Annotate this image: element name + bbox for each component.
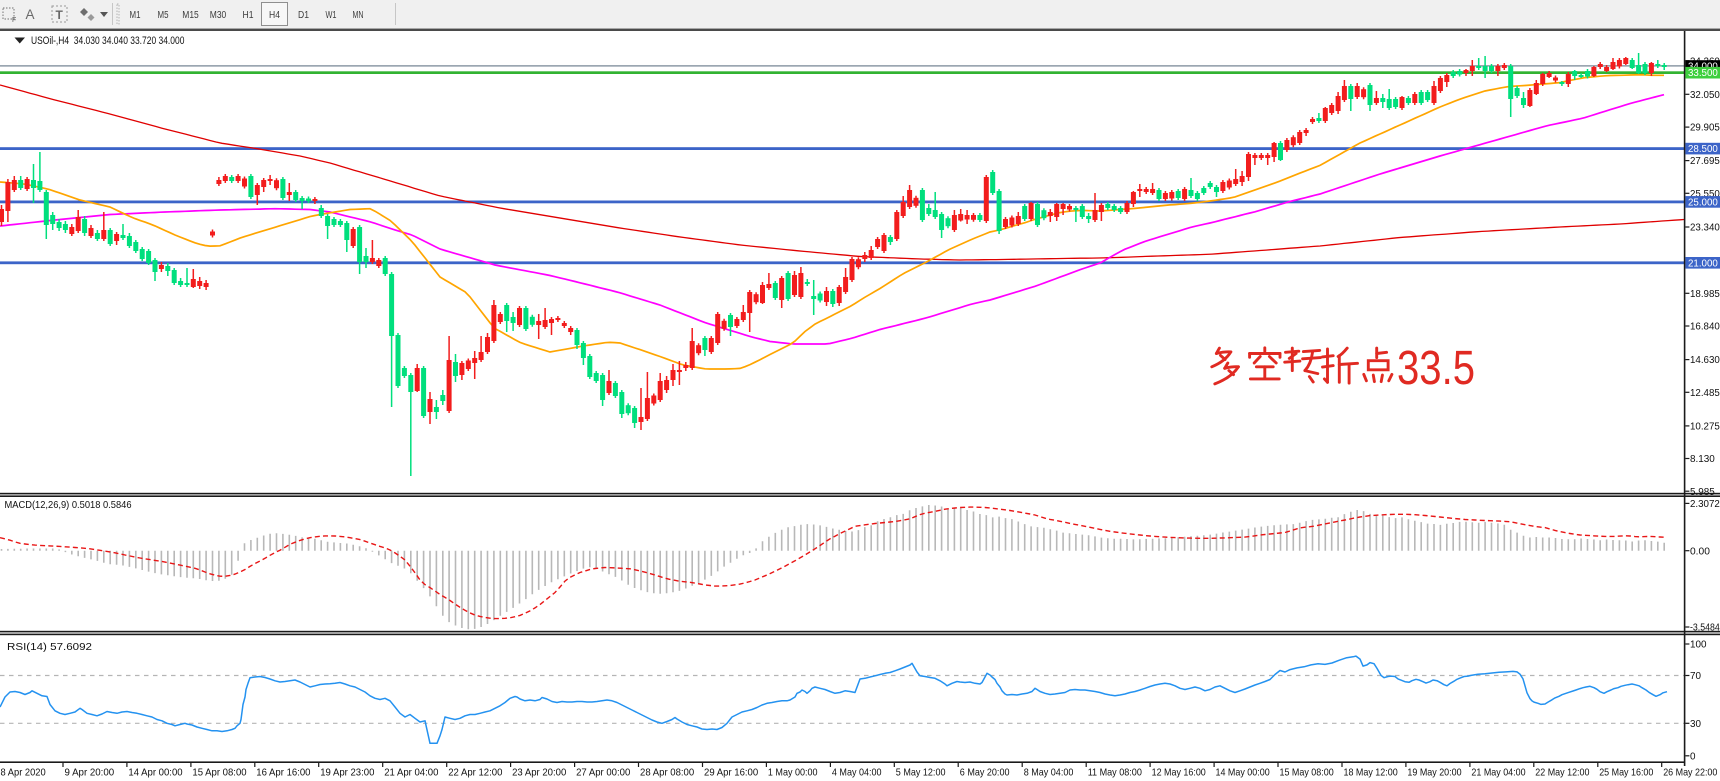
- svg-text:19 May 20:00: 19 May 20:00: [1407, 766, 1461, 778]
- svg-text:6 May 20:00: 6 May 20:00: [960, 766, 1010, 778]
- svg-text:8.130: 8.130: [1690, 454, 1715, 465]
- svg-text:14 May 00:00: 14 May 00:00: [1216, 766, 1270, 778]
- svg-text:21 Apr 04:00: 21 Apr 04:00: [384, 766, 438, 778]
- svg-text:18 May 12:00: 18 May 12:00: [1344, 766, 1398, 778]
- svg-text:M1: M1: [130, 10, 141, 21]
- svg-text:9 Apr 20:00: 9 Apr 20:00: [65, 766, 115, 778]
- svg-text:27.695: 27.695: [1690, 156, 1720, 167]
- svg-text:25.000: 25.000: [1688, 198, 1718, 209]
- svg-text:25.550: 25.550: [1690, 189, 1720, 200]
- svg-text:2.3072: 2.3072: [1690, 499, 1720, 510]
- svg-text:100: 100: [1690, 640, 1707, 651]
- svg-text:29 Apr 16:00: 29 Apr 16:00: [704, 766, 758, 778]
- svg-text:W1: W1: [326, 10, 337, 21]
- svg-text:USOil-,H4 34.030 34.040 33.72: USOil-,H4 34.030 34.040 33.720 34.000: [31, 35, 184, 47]
- svg-text:T: T: [56, 8, 64, 22]
- svg-text:70: 70: [1690, 671, 1701, 682]
- svg-text:15 Apr 08:00: 15 Apr 08:00: [192, 766, 246, 778]
- svg-text:F: F: [12, 17, 16, 24]
- svg-text:33.5: 33.5: [1397, 341, 1475, 395]
- svg-text:18.985: 18.985: [1690, 289, 1720, 300]
- svg-text:5.985: 5.985: [1690, 487, 1715, 498]
- svg-text:4 May 04:00: 4 May 04:00: [832, 766, 882, 778]
- svg-text:MACD(12,26,9) 0.5018 0.5846: MACD(12,26,9) 0.5018 0.5846: [5, 500, 132, 511]
- svg-text:21 May 04:00: 21 May 04:00: [1471, 766, 1525, 778]
- svg-text:28 Apr 08:00: 28 Apr 08:00: [640, 766, 694, 778]
- svg-text:M30: M30: [210, 10, 227, 21]
- svg-text:26 May 22:00: 26 May 22:00: [1663, 766, 1717, 778]
- svg-text:16.840: 16.840: [1690, 322, 1720, 333]
- svg-text:34.000: 34.000: [1688, 61, 1718, 72]
- svg-text:A: A: [26, 7, 35, 22]
- svg-text:12 May 16:00: 12 May 16:00: [1152, 766, 1206, 778]
- svg-text:12.485: 12.485: [1690, 388, 1720, 399]
- svg-text:8 May 04:00: 8 May 04:00: [1024, 766, 1074, 778]
- svg-text:22 May 12:00: 22 May 12:00: [1535, 766, 1589, 778]
- svg-text:M15: M15: [182, 10, 199, 21]
- svg-text:MN: MN: [353, 10, 364, 21]
- svg-text:16 Apr 16:00: 16 Apr 16:00: [256, 766, 310, 778]
- svg-text:H4: H4: [269, 10, 280, 21]
- svg-text:M5: M5: [158, 10, 169, 21]
- svg-text:33.500: 33.500: [1688, 68, 1718, 79]
- svg-text:32.050: 32.050: [1690, 90, 1720, 101]
- svg-text:27 Apr 00:00: 27 Apr 00:00: [576, 766, 630, 778]
- svg-text:19 Apr 23:00: 19 Apr 23:00: [320, 766, 374, 778]
- svg-text:5 May 12:00: 5 May 12:00: [896, 766, 946, 778]
- svg-text:H1: H1: [243, 10, 254, 21]
- svg-text:23 Apr 20:00: 23 Apr 20:00: [512, 766, 566, 778]
- svg-text:RSI(14) 57.6092: RSI(14) 57.6092: [7, 642, 92, 653]
- svg-text:14.630: 14.630: [1690, 355, 1720, 366]
- svg-text:-3.5484: -3.5484: [1690, 623, 1720, 634]
- svg-text:21.000: 21.000: [1688, 258, 1718, 269]
- svg-text:28.500: 28.500: [1688, 144, 1718, 155]
- svg-text:29.905: 29.905: [1690, 123, 1720, 134]
- svg-text:D1: D1: [298, 10, 309, 21]
- svg-text:0.00: 0.00: [1690, 546, 1710, 557]
- svg-text:15 May 08:00: 15 May 08:00: [1280, 766, 1334, 778]
- svg-text:10.275: 10.275: [1690, 422, 1720, 433]
- svg-text:23.340: 23.340: [1690, 223, 1720, 234]
- svg-text:14 Apr 00:00: 14 Apr 00:00: [128, 766, 182, 778]
- svg-text:0: 0: [1690, 751, 1696, 762]
- svg-text:25 May 16:00: 25 May 16:00: [1599, 766, 1653, 778]
- svg-text:1 May 00:00: 1 May 00:00: [768, 766, 818, 778]
- svg-text:22 Apr 12:00: 22 Apr 12:00: [448, 766, 502, 778]
- svg-text:8 Apr 2020: 8 Apr 2020: [1, 766, 46, 778]
- svg-text:30: 30: [1690, 719, 1701, 730]
- svg-text:11 May 08:00: 11 May 08:00: [1088, 766, 1142, 778]
